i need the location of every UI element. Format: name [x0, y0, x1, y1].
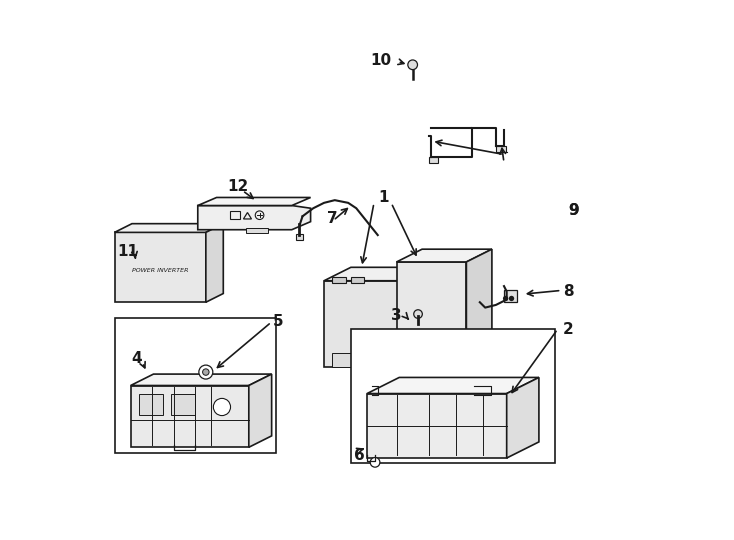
Bar [171, 394, 195, 415]
Circle shape [414, 310, 422, 319]
Polygon shape [115, 224, 223, 232]
Text: 9: 9 [569, 204, 579, 218]
Polygon shape [396, 249, 492, 262]
Polygon shape [131, 386, 249, 447]
Text: 9: 9 [569, 204, 579, 218]
Text: 6: 6 [354, 448, 364, 463]
Circle shape [370, 457, 380, 467]
Circle shape [203, 369, 209, 375]
Polygon shape [399, 267, 426, 367]
Polygon shape [249, 374, 272, 447]
Text: POWER INVERTER: POWER INVERTER [132, 267, 189, 273]
Text: 4: 4 [132, 351, 142, 366]
Polygon shape [115, 232, 206, 302]
Circle shape [509, 296, 515, 301]
Text: 7: 7 [327, 212, 338, 226]
Bar [332, 353, 354, 367]
Text: 10: 10 [370, 53, 391, 68]
Circle shape [408, 60, 418, 70]
Text: 5: 5 [273, 314, 283, 328]
Polygon shape [506, 377, 539, 458]
Bar [246, 228, 268, 233]
Polygon shape [466, 249, 492, 345]
Polygon shape [206, 224, 223, 302]
Polygon shape [367, 377, 539, 394]
Circle shape [214, 399, 230, 416]
Bar [351, 277, 364, 284]
Text: 3: 3 [391, 308, 401, 323]
Bar [359, 353, 380, 367]
Text: 12: 12 [228, 179, 249, 194]
Text: 8: 8 [563, 284, 574, 299]
Bar [351, 329, 555, 463]
Polygon shape [197, 206, 310, 230]
Bar [429, 157, 438, 163]
Bar [504, 291, 517, 302]
Circle shape [503, 296, 508, 301]
Polygon shape [324, 267, 426, 281]
Polygon shape [197, 198, 310, 206]
Bar [332, 277, 346, 284]
Bar [296, 234, 302, 240]
Polygon shape [131, 374, 272, 386]
Polygon shape [396, 262, 466, 345]
Circle shape [199, 365, 213, 379]
Bar [139, 394, 163, 415]
Bar [230, 212, 240, 219]
Bar [496, 146, 506, 152]
Bar [115, 319, 276, 453]
Text: 1: 1 [378, 190, 388, 205]
Text: 11: 11 [117, 244, 139, 259]
Polygon shape [324, 281, 399, 367]
Polygon shape [367, 394, 506, 458]
Text: 2: 2 [563, 322, 574, 336]
